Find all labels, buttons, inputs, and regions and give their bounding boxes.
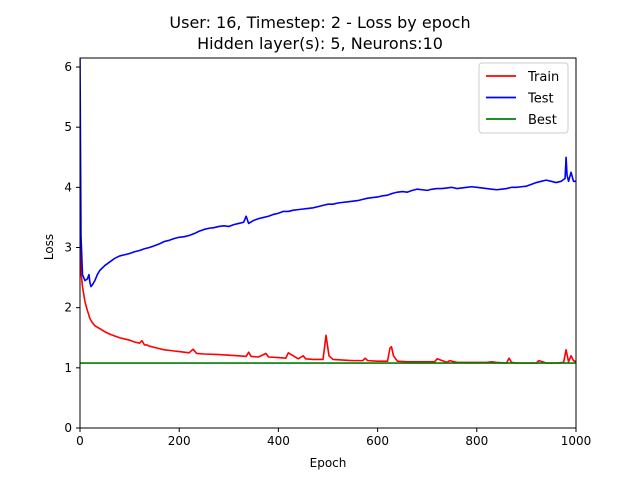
plot-area [80,58,576,364]
legend-label-test: Test [527,92,554,107]
y-axis-label: Loss [42,234,56,260]
legend-label-train: Train [527,70,559,85]
series-line-test [80,58,576,288]
y-tick-label: 4 [64,180,72,194]
chart-title-line-1: User: 16, Timestep: 2 - Loss by epoch [169,13,470,32]
x-axis-label: Epoch [310,456,347,470]
x-tick-label: 800 [465,434,488,448]
x-tick-label: 400 [267,434,290,448]
y-axis-ticks: 0 1 2 3 4 5 6 [64,60,80,435]
x-tick-label: 200 [168,434,191,448]
axes-frame [79,57,577,429]
x-tick-label: 600 [366,434,389,448]
legend: Train Test Best [478,62,569,134]
y-tick-label: 1 [64,361,72,375]
y-tick-label: 5 [64,120,72,134]
y-tick-label: 6 [64,60,72,74]
legend-label-best: Best [528,113,557,128]
chart-title-line-2: Hidden layer(s): 5, Neurons:10 [197,34,443,53]
y-tick-label: 3 [64,241,72,255]
y-tick-label: 0 [64,421,72,435]
series-line-train [80,199,576,364]
legend-frame [478,62,569,134]
x-tick-label: 0 [76,434,84,448]
y-tick-label: 2 [64,301,72,315]
x-axis-ticks: 0 200 400 600 800 1000 [76,428,591,448]
x-tick-label: 1000 [561,434,592,448]
